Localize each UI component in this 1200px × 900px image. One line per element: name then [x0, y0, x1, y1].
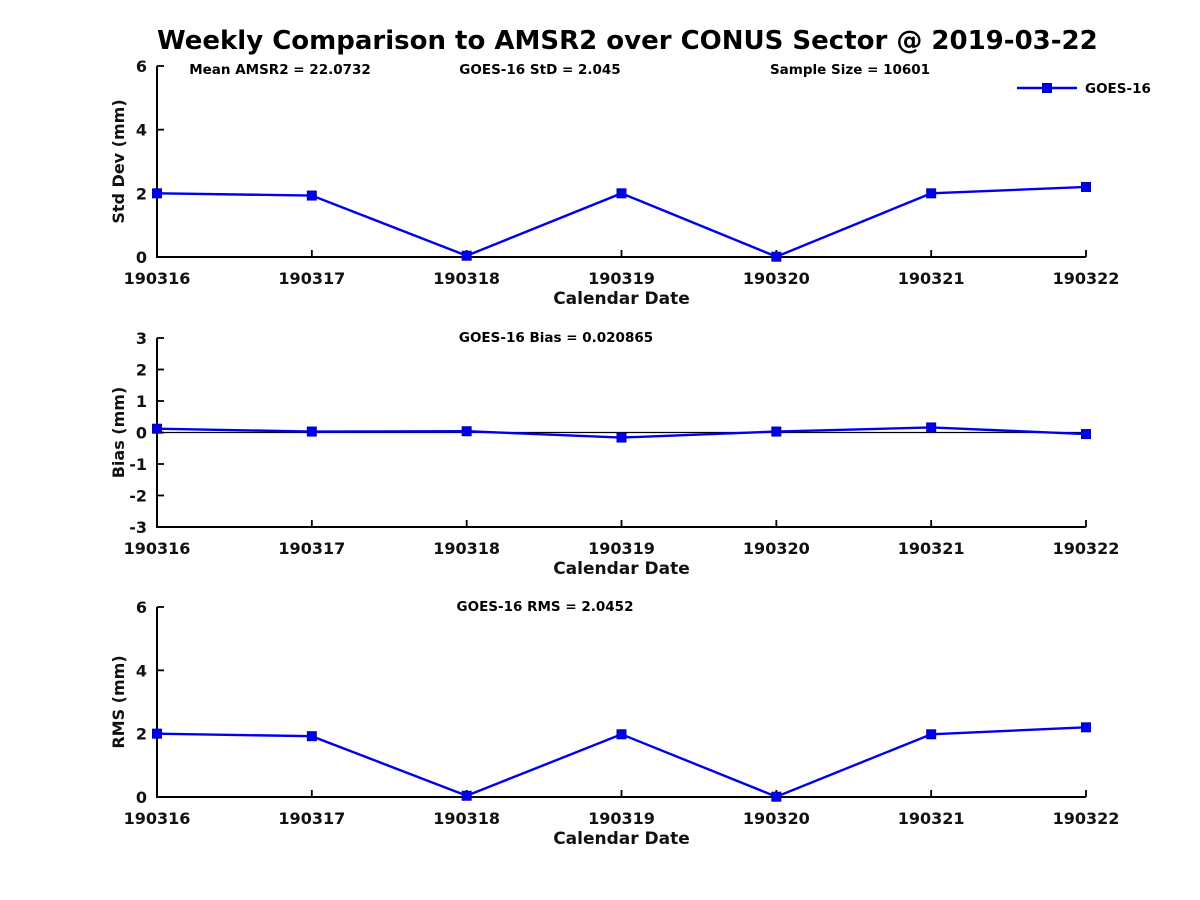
- data-point-marker: [1081, 722, 1091, 733]
- y-tick-label: -2: [129, 487, 147, 506]
- x-tick-label: 190318: [433, 539, 500, 558]
- y-tick-label: 0: [136, 788, 147, 807]
- axis-spines: [156, 607, 1086, 798]
- x-tick-label: 190316: [124, 269, 191, 288]
- y-tick-label: -1: [129, 455, 147, 474]
- x-tick-label: 190316: [124, 539, 191, 558]
- x-tick-label: 190317: [278, 539, 345, 558]
- subplot-bias: -3 -2 -1 0 1 2 3 190316 190317 190318 190319 190320…: [109, 329, 1119, 579]
- x-tick-label: 190319: [588, 269, 655, 288]
- data-point-marker: [771, 791, 782, 802]
- data-point-marker: [306, 426, 317, 437]
- x-tick-label: 190322: [1053, 539, 1120, 558]
- legend-marker: [1042, 83, 1052, 93]
- x-tick-label: 190321: [898, 269, 965, 288]
- y-tick-label: 4: [136, 121, 147, 140]
- annotation: GOES-16 StD = 2.045: [459, 62, 620, 78]
- y-tick-label: 2: [136, 184, 147, 203]
- x-tick-label: 190320: [743, 539, 810, 558]
- y-axis-label: Bias (mm): [109, 387, 128, 479]
- y-tick-label: 6: [136, 57, 147, 76]
- data-point-marker: [926, 188, 937, 199]
- y-axis-label: RMS (mm): [109, 655, 128, 748]
- x-tick-label: 190319: [588, 539, 655, 558]
- annotation: GOES-16 RMS = 2.0452: [457, 599, 634, 615]
- x-tick-label: 190319: [588, 809, 655, 828]
- y-axis-label: Std Dev (mm): [109, 99, 128, 223]
- y-tick-label: 0: [136, 424, 147, 443]
- data-point-marker: [771, 426, 782, 437]
- data-point-marker: [616, 729, 627, 740]
- y-tick-label: 2: [136, 725, 147, 744]
- y-tick-label: 0: [136, 248, 147, 267]
- x-tick-label: 190316: [124, 809, 191, 828]
- y-tick-label: 4: [136, 661, 147, 680]
- y-tick-label: 2: [136, 361, 147, 380]
- x-axis-label: Calendar Date: [553, 289, 690, 309]
- x-tick-label: 190321: [898, 809, 965, 828]
- y-tick-label: -3: [129, 518, 147, 537]
- x-axis-label: Calendar Date: [553, 829, 690, 849]
- data-point-marker: [771, 251, 782, 262]
- data-point-marker: [1081, 429, 1091, 440]
- x-tick-label: 190317: [278, 269, 345, 288]
- subplot-rms: 0 2 4 6 190316 190317 190318 190319 190320 190321…: [109, 598, 1119, 849]
- x-tick-label: 190322: [1053, 269, 1120, 288]
- y-tick-label: 6: [136, 598, 147, 617]
- data-point-marker: [1081, 181, 1091, 192]
- data-point-marker: [461, 250, 472, 261]
- x-tick-label: 190320: [743, 269, 810, 288]
- annotation: GOES-16 Bias = 0.020865: [459, 330, 653, 346]
- data-point-marker: [461, 790, 472, 801]
- chart-title: Weekly Comparison to AMSR2 over CONUS Se…: [157, 26, 1098, 56]
- x-tick-label: 190321: [898, 539, 965, 558]
- data-point-marker: [306, 731, 317, 742]
- x-axis-label: Calendar Date: [553, 559, 690, 579]
- data-point-marker: [926, 729, 937, 740]
- data-point-marker: [152, 728, 162, 739]
- data-point-marker: [616, 188, 627, 199]
- data-point-marker: [306, 190, 317, 201]
- legend-label: GOES-16: [1085, 81, 1151, 97]
- subplot-std-dev: 0 2 4 6 190316 190317 190318 190319 190320 190321…: [109, 57, 1151, 309]
- x-tick-label: 190317: [278, 809, 345, 828]
- data-point-marker: [152, 423, 162, 434]
- x-tick-label: 190318: [433, 809, 500, 828]
- data-point-marker: [926, 422, 937, 433]
- x-tick-label: 190322: [1053, 809, 1120, 828]
- annotation: Mean AMSR2 = 22.0732: [189, 62, 371, 78]
- axis-spines: [156, 66, 1086, 258]
- data-point-marker: [461, 426, 472, 437]
- x-tick-label: 190320: [743, 809, 810, 828]
- legend: GOES-16: [1017, 81, 1151, 97]
- x-tick-label: 190318: [433, 269, 500, 288]
- y-tick-label: 1: [136, 392, 147, 411]
- y-tick-label: 3: [136, 329, 147, 348]
- annotation: Sample Size = 10601: [770, 62, 930, 78]
- data-point-marker: [152, 188, 162, 199]
- data-point-marker: [616, 432, 627, 443]
